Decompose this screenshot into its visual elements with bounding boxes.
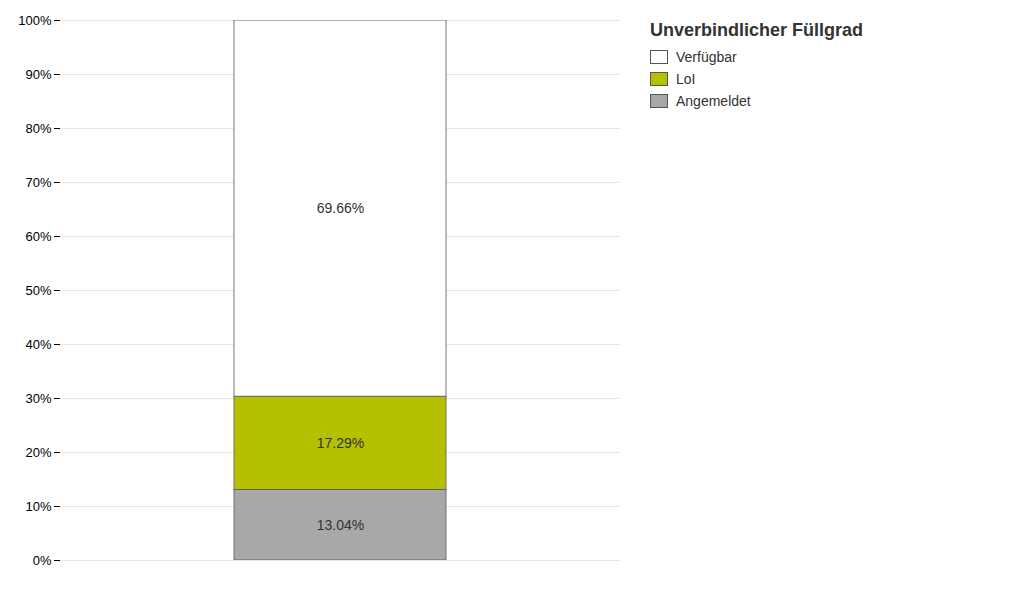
svg-text:80%: 80%: [25, 121, 51, 136]
svg-text:20%: 20%: [25, 445, 51, 460]
html-text:Unverbindlicher Füllgrad: Unverbindlicher Füllgrad: [650, 20, 863, 40]
svg-text:0%: 0%: [33, 553, 52, 568]
svg-text:69.66%: 69.66%: [317, 200, 364, 216]
svg-text:30%: 30%: [25, 391, 51, 406]
svg-text:70%: 70%: [25, 175, 51, 190]
html-text:Angemeldet: Angemeldet: [676, 93, 751, 109]
svg-text:100%: 100%: [18, 13, 52, 28]
svg-text:10%: 10%: [25, 499, 51, 514]
svg-text:90%: 90%: [25, 67, 51, 82]
svg-text:17.29%: 17.29%: [317, 435, 364, 451]
svg-text:40%: 40%: [25, 337, 51, 352]
svg-text:50%: 50%: [25, 283, 51, 298]
svg-text:13.04%: 13.04%: [317, 517, 364, 533]
html-text:Verfügbar: Verfügbar: [676, 49, 737, 65]
html-text:LoI: LoI: [676, 71, 696, 87]
svg-text:60%: 60%: [25, 229, 51, 244]
